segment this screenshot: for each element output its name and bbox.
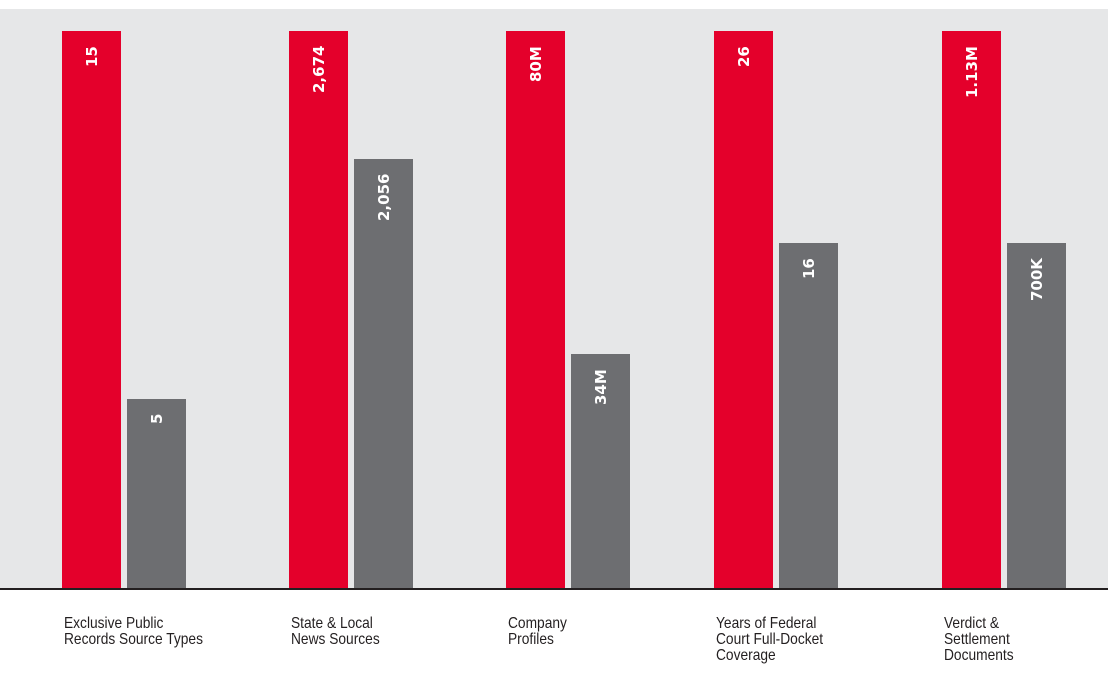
- bar-red-1: [62, 31, 121, 588]
- category-label-line: Verdict &: [944, 616, 1014, 632]
- bar-red-5: [942, 31, 1001, 588]
- bar-value-label: 26: [735, 46, 753, 67]
- category-label-line: Company: [508, 616, 567, 632]
- bar-gray-1: [127, 399, 186, 588]
- category-label: Years of Federal Court Full-Docket Coverag…: [716, 616, 823, 664]
- category-label: Exclusive Public Records Source Types: [64, 616, 203, 648]
- category-label-line: Documents: [944, 648, 1014, 664]
- bar-gray-2: [354, 159, 413, 588]
- category-label-line: Court Full-Docket: [716, 632, 823, 648]
- category-label: State & Local News Sources: [291, 616, 380, 648]
- bar-red-2: [289, 31, 348, 588]
- category-label-line: Records Source Types: [64, 632, 203, 648]
- category-label-line: Profiles: [508, 632, 567, 648]
- bar-value-label: 1.13M: [963, 46, 981, 98]
- category-label: Company Profiles: [508, 616, 567, 648]
- bar-red-3: [506, 31, 565, 588]
- category-label-line: State & Local: [291, 616, 380, 632]
- category-label: Verdict & Settlement Documents: [944, 616, 1014, 664]
- category-label-line: Exclusive Public: [64, 616, 203, 632]
- bar-value-label: 80M: [527, 46, 545, 82]
- bar-value-label: 2,056: [375, 174, 393, 221]
- bar-value-label: 2,674: [310, 46, 328, 93]
- bar-value-label: 34M: [592, 369, 610, 405]
- category-label-line: News Sources: [291, 632, 380, 648]
- bar-gray-4: [779, 243, 838, 588]
- bar-value-label: 5: [148, 413, 166, 423]
- category-label-line: Coverage: [716, 648, 823, 664]
- bar-value-label: 16: [800, 258, 818, 279]
- category-label-line: Settlement: [944, 632, 1014, 648]
- bar-red-4: [714, 31, 773, 588]
- bar-value-label: 15: [83, 46, 101, 67]
- bar-value-label: 700K: [1028, 258, 1046, 301]
- x-axis-baseline: [0, 588, 1108, 590]
- category-label-line: Years of Federal: [716, 616, 823, 632]
